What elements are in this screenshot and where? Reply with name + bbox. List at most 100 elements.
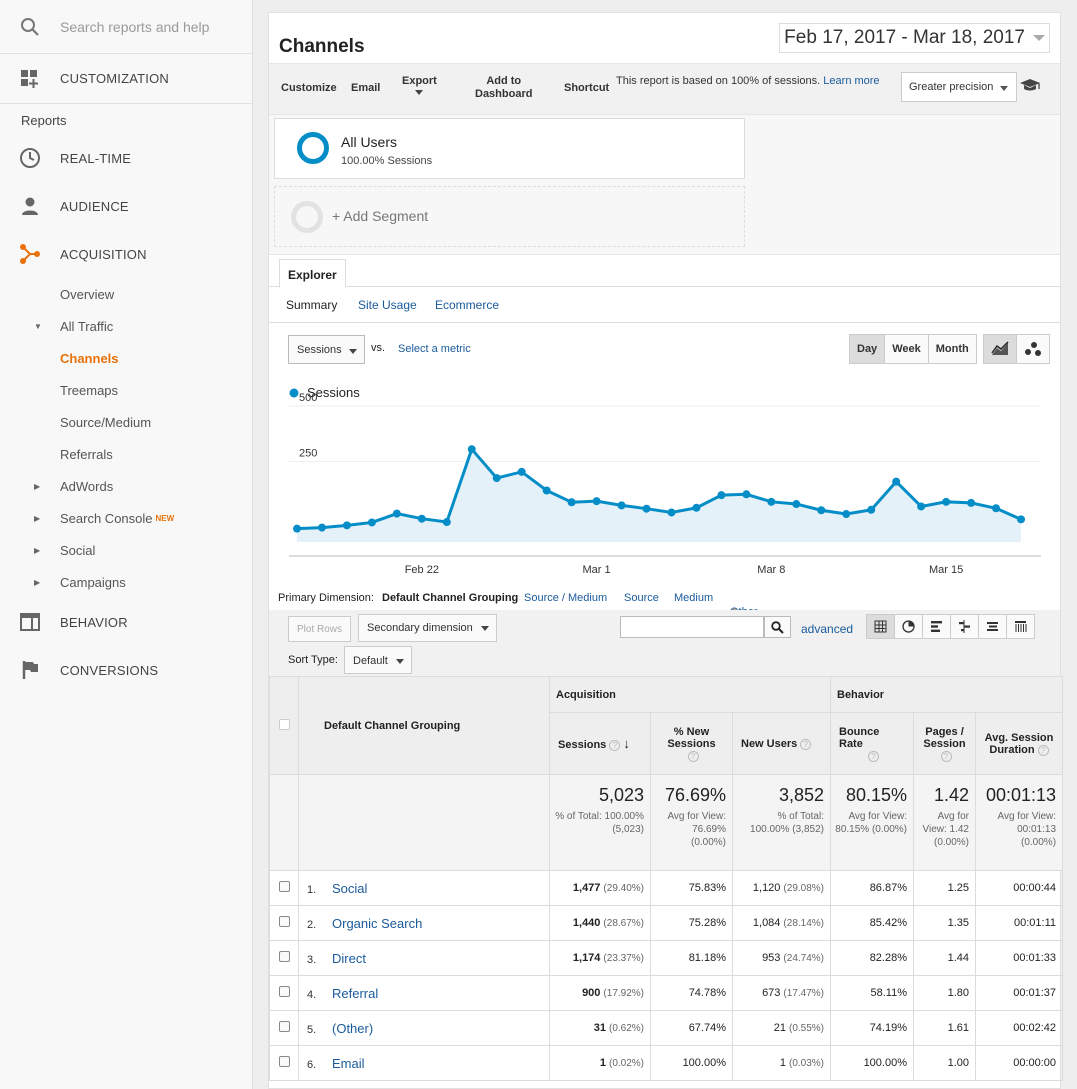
dimension-default-channel[interactable]: Default Channel Grouping — [382, 592, 519, 604]
channel-link[interactable]: Email — [332, 1055, 365, 1071]
dimension-source[interactable]: Source — [624, 592, 659, 604]
sidebar-search[interactable]: Search reports and help — [0, 0, 252, 54]
table-search-input[interactable] — [620, 616, 764, 638]
col-header-sessions[interactable]: Sessions? ↓ — [549, 712, 651, 775]
sidebar-item-overview[interactable]: Overview — [0, 278, 252, 310]
subtab-site-usage[interactable]: Site Usage — [358, 298, 417, 312]
row-number: 3. — [307, 953, 317, 966]
subtab-summary[interactable]: Summary — [286, 298, 338, 312]
shortcut-button[interactable]: Shortcut — [564, 82, 610, 94]
segment-name: All Users — [341, 134, 398, 150]
email-button[interactable]: Email — [351, 82, 381, 94]
data-view-button[interactable] — [867, 615, 894, 638]
comparison-view-button[interactable] — [950, 615, 978, 638]
line-chart-button[interactable] — [984, 335, 1016, 363]
pivot-view-button[interactable] — [1006, 615, 1034, 638]
page-title: Channels — [279, 36, 365, 57]
dimension-source-medium[interactable]: Source / Medium — [524, 592, 608, 604]
sidebar-item-search-console[interactable]: ▶ Search Console NEW — [0, 502, 252, 534]
percentage-view-button[interactable] — [894, 615, 922, 638]
sidebar-item-referrals[interactable]: Referrals — [0, 438, 252, 470]
new-users-cell: 1 (0.03%) — [732, 1045, 831, 1081]
total-sub: Avg for View: 1.42 (0.00%) — [922, 811, 969, 848]
tab-explorer[interactable]: Explorer — [279, 259, 346, 288]
help-icon[interactable]: ? — [800, 738, 812, 750]
sidebar-item-source-medium[interactable]: Source/Medium — [0, 406, 252, 438]
data-point — [642, 504, 651, 513]
performance-view-button[interactable] — [922, 615, 950, 638]
export-button[interactable]: Export — [402, 75, 437, 95]
add-to-dashboard-button[interactable]: Add to Dashboard — [475, 75, 532, 101]
sidebar-item-realtime[interactable]: REAL-TIME — [0, 134, 252, 182]
sidebar-item-channels[interactable]: Channels — [0, 342, 252, 374]
secondary-dimension-select[interactable]: Secondary dimension — [358, 614, 497, 642]
add-segment-button[interactable]: + Add Segment — [274, 186, 745, 247]
col-header-dimension[interactable]: Default Channel Grouping — [298, 676, 550, 775]
bounce-cell: 58.11% — [830, 975, 914, 1011]
help-icon[interactable]: ? — [940, 750, 952, 762]
learn-more-link[interactable]: Learn more — [823, 75, 880, 87]
col-header-bounce-rate[interactable]: Bounce Rate? — [830, 712, 914, 775]
sidebar-item-behavior[interactable]: BEHAVIOR — [0, 598, 252, 646]
sidebar-label: CONVERSIONS — [60, 662, 159, 678]
duration-cell: 00:00:00 — [974, 1045, 1064, 1081]
data-point — [567, 498, 576, 507]
sidebar-item-acquisition[interactable]: ACQUISITION — [0, 230, 252, 278]
channel-link[interactable]: Organic Search — [332, 915, 423, 931]
channel-link[interactable]: Direct — [332, 950, 366, 966]
day-button[interactable]: Day — [850, 335, 885, 363]
sort-type-select[interactable]: Default — [344, 646, 412, 674]
data-point — [717, 491, 726, 500]
sidebar-item-social[interactable]: ▶ Social — [0, 534, 252, 566]
motion-chart-button[interactable] — [1016, 335, 1049, 363]
sidebar-item-all-traffic[interactable]: ▼ All Traffic — [0, 310, 252, 342]
graduation-cap-icon[interactable] — [1019, 78, 1041, 97]
channel-link[interactable]: Social — [332, 880, 368, 896]
help-icon[interactable]: ? — [687, 750, 699, 762]
sidebar-item-treemaps[interactable]: Treemaps — [0, 374, 252, 406]
advanced-link[interactable]: advanced — [801, 622, 854, 636]
table-view-toggle — [866, 614, 1035, 639]
month-button[interactable]: Month — [927, 335, 976, 363]
term-cloud-view-button[interactable] — [978, 615, 1006, 638]
subtab-ecommerce[interactable]: Ecommerce — [435, 298, 500, 312]
precision-select[interactable]: Greater precision — [901, 72, 1017, 102]
segment-all-users[interactable]: All Users 100.00% Sessions — [274, 118, 745, 179]
caret-down-icon — [415, 90, 424, 95]
col-label-2: Sessions — [667, 737, 716, 750]
sidebar-item-campaigns[interactable]: ▶ Campaigns — [0, 566, 252, 598]
select-metric-link[interactable]: Select a metric — [398, 343, 471, 355]
col-header-pages-session[interactable]: Pages / Session? — [913, 712, 976, 775]
row-checkbox[interactable] — [278, 881, 290, 892]
col-header-new-sessions[interactable]: % New Sessions? — [650, 712, 733, 775]
row-checkbox[interactable] — [278, 916, 290, 927]
search-placeholder[interactable]: Search reports and help — [60, 18, 210, 35]
row-checkbox[interactable] — [278, 951, 290, 962]
col-header-avg-duration[interactable]: Avg. Session Duration? — [974, 712, 1064, 775]
week-button[interactable]: Week — [884, 335, 928, 363]
customize-button[interactable]: Customize — [281, 82, 337, 94]
col-header-new-users[interactable]: New Users? — [732, 712, 831, 775]
row-checkbox[interactable] — [278, 1056, 290, 1067]
help-icon[interactable]: ? — [1037, 744, 1049, 756]
dimension-medium[interactable]: Medium — [674, 592, 714, 604]
channel-link[interactable]: (Other) — [332, 1020, 374, 1036]
plot-rows-button[interactable]: Plot Rows — [288, 616, 351, 642]
help-icon[interactable]: ? — [868, 750, 879, 762]
table-search-button[interactable] — [764, 616, 791, 638]
sidebar-item-adwords[interactable]: ▶ AdWords — [0, 470, 252, 502]
date-range-picker[interactable]: Feb 17, 2017 - Mar 18, 2017 — [779, 23, 1050, 53]
total-sub: Avg for View: 80.15% (0.00%) — [835, 811, 907, 835]
sidebar-item-conversions[interactable]: CONVERSIONS — [0, 646, 252, 694]
sidebar-item-customization[interactable]: CUSTOMIZATION — [0, 54, 252, 104]
channel-link[interactable]: Referral — [332, 985, 379, 1001]
row-checkbox[interactable] — [278, 1021, 290, 1032]
select-all-checkbox[interactable] — [278, 718, 290, 730]
sidebar-item-audience[interactable]: AUDIENCE — [0, 182, 252, 230]
new-users-cell: 1,120 (29.08%) — [732, 870, 831, 906]
row-checkbox[interactable] — [278, 986, 290, 997]
metric-select[interactable]: Sessions — [288, 335, 365, 364]
bounce-cell: 82.28% — [830, 940, 914, 976]
new-users-pct: (0.55%) — [788, 1023, 824, 1034]
help-icon[interactable]: ? — [609, 740, 621, 751]
